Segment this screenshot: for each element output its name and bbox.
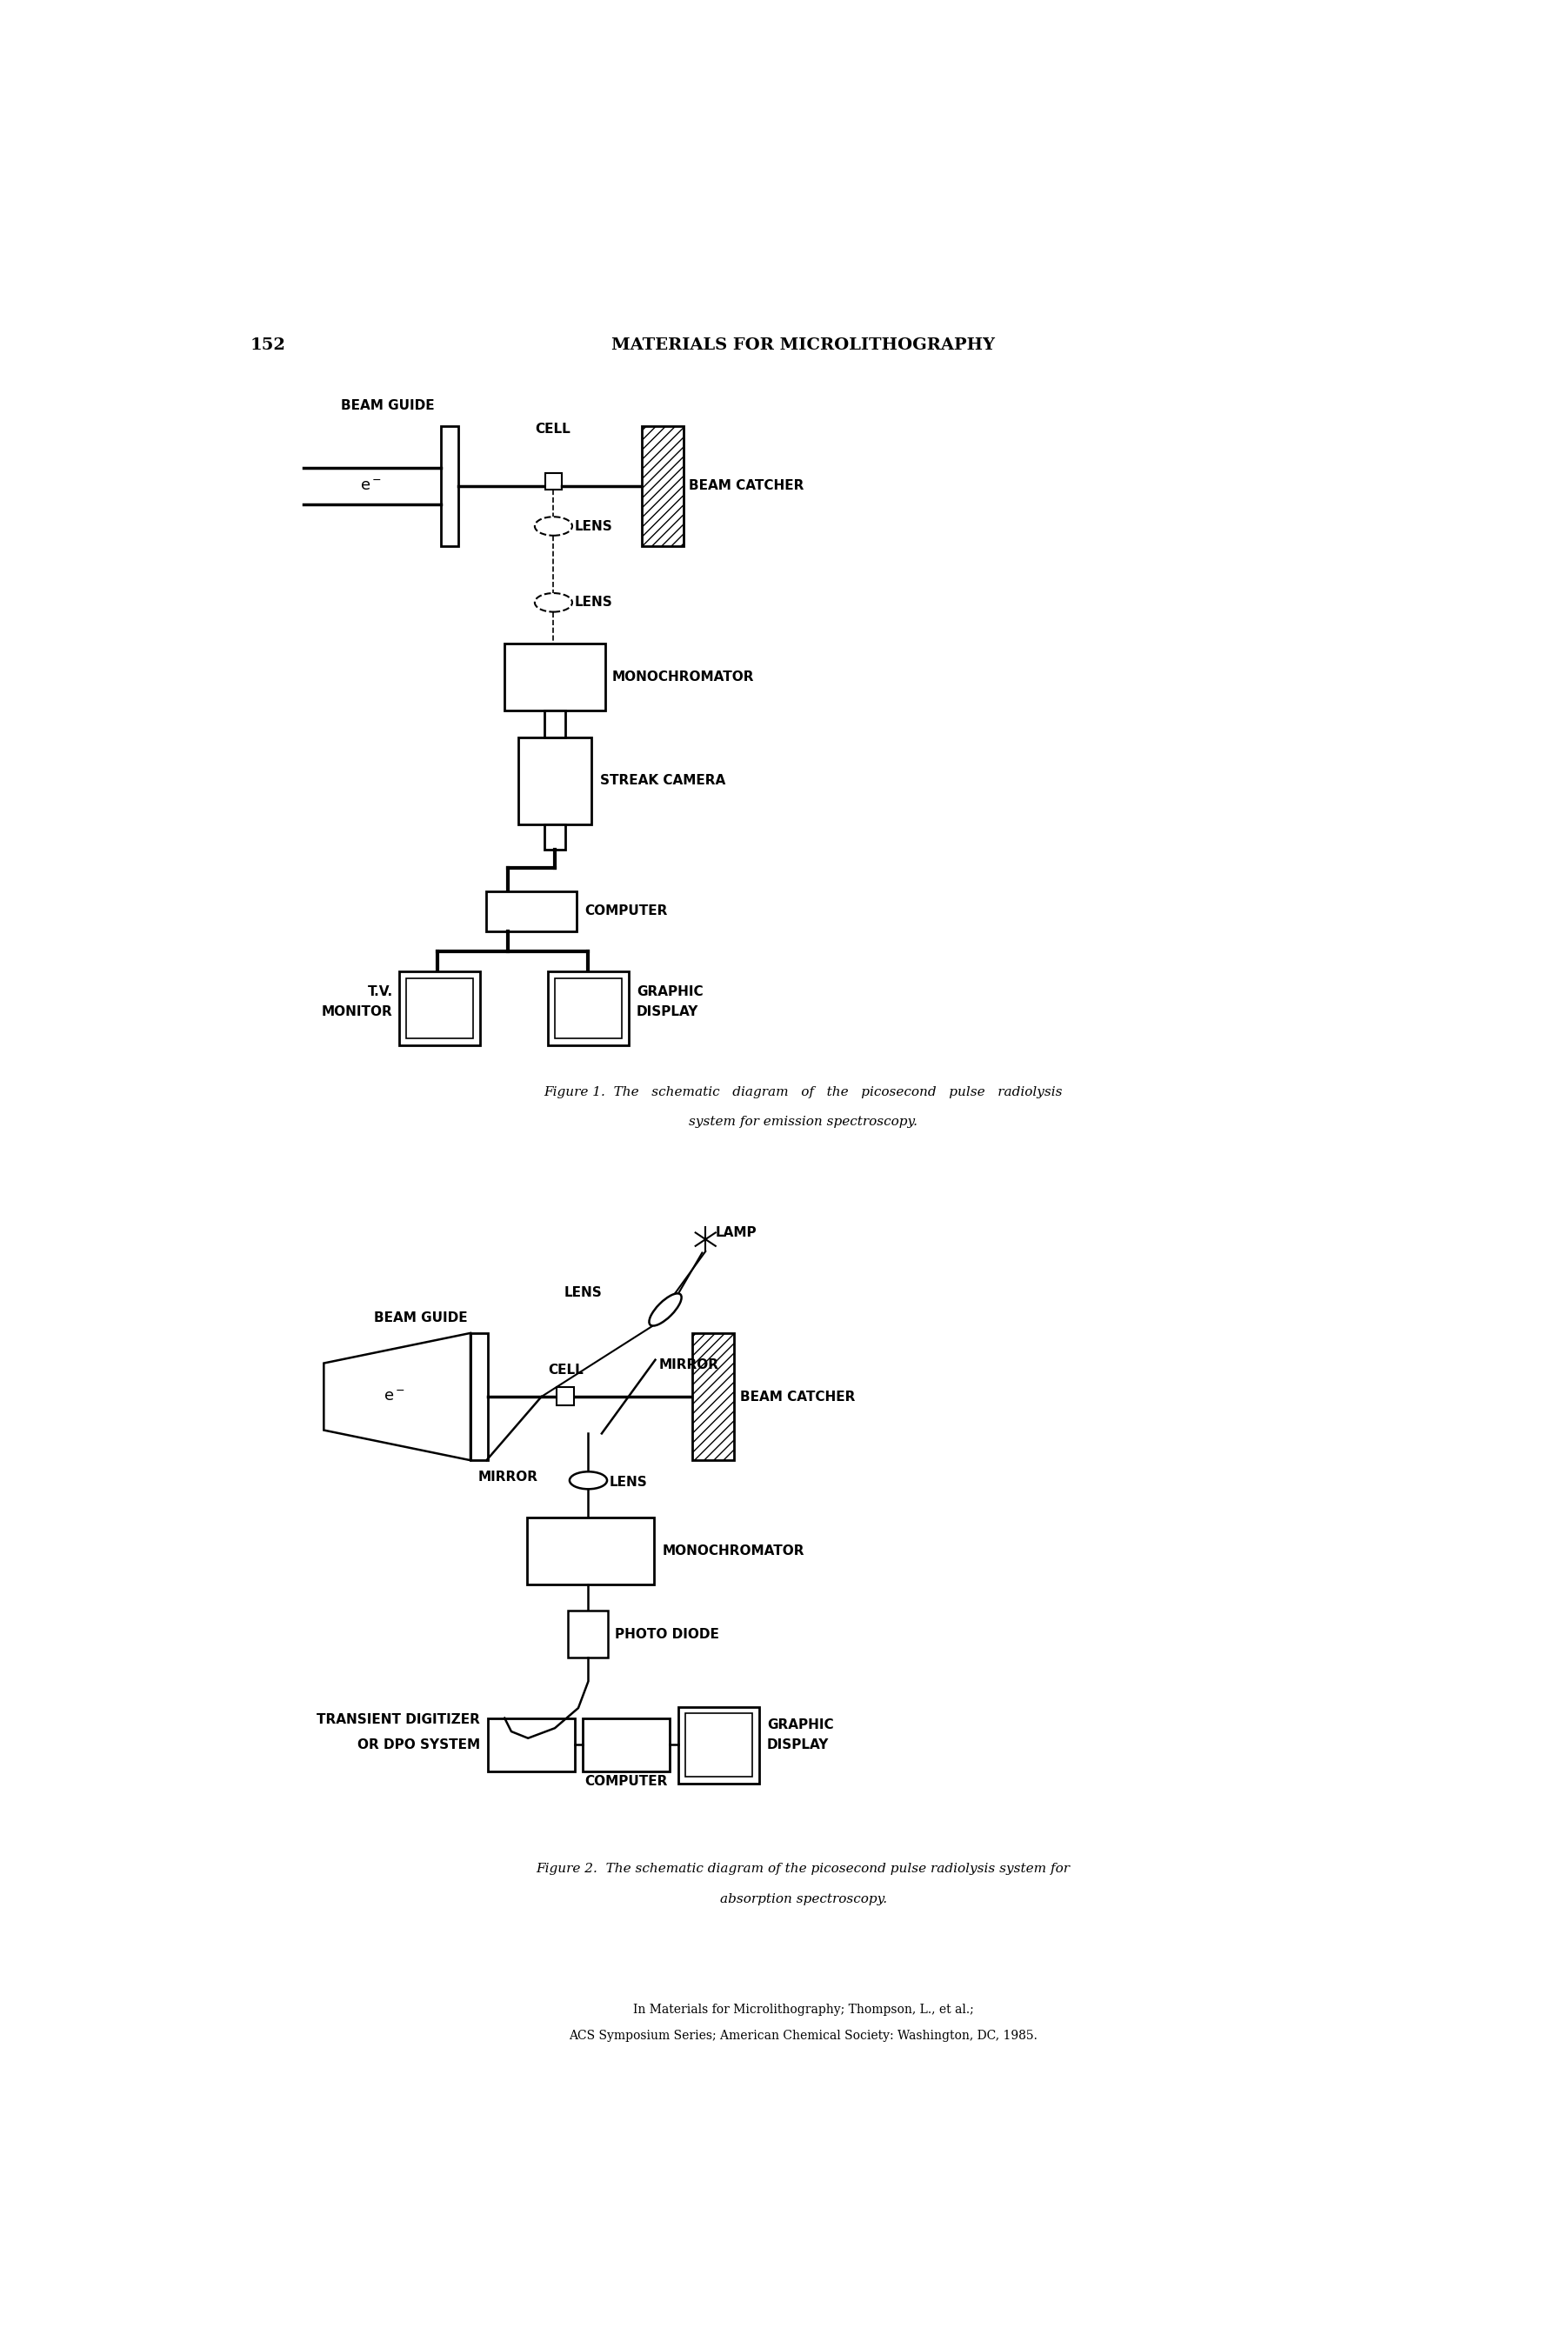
Bar	[519, 737, 591, 824]
Ellipse shape	[569, 1472, 607, 1489]
Text: In Materials for Microlithography; Thompson, L., et al.;: In Materials for Microlithography; Thomp…	[633, 2003, 974, 2015]
Text: BEAM CATCHER: BEAM CATCHER	[740, 1390, 855, 1404]
Text: COMPUTER: COMPUTER	[585, 1775, 668, 1789]
Text: LENS: LENS	[610, 1477, 648, 1489]
Bar	[400, 972, 480, 1045]
Polygon shape	[325, 1334, 470, 1460]
Bar	[549, 972, 629, 1045]
Bar	[544, 824, 566, 850]
Bar	[679, 1707, 759, 1784]
Ellipse shape	[535, 594, 572, 613]
Text: OR DPO SYSTEM: OR DPO SYSTEM	[358, 1738, 480, 1752]
Text: CELL: CELL	[549, 1364, 583, 1376]
Text: BEAM CATCHER: BEAM CATCHER	[688, 479, 804, 493]
Text: system for emission spectroscopy.: system for emission spectroscopy.	[688, 1115, 917, 1129]
Bar	[555, 979, 622, 1038]
Text: MONOCHROMATOR: MONOCHROMATOR	[612, 669, 754, 683]
Ellipse shape	[649, 1294, 682, 1327]
Text: e$^-$: e$^-$	[383, 1390, 405, 1404]
Text: STREAK CAMERA: STREAK CAMERA	[601, 775, 726, 787]
Text: GRAPHIC: GRAPHIC	[767, 1719, 834, 1730]
Text: BEAM GUIDE: BEAM GUIDE	[375, 1313, 467, 1324]
Bar	[685, 1714, 753, 1777]
Text: CELL: CELL	[535, 423, 571, 437]
Bar	[544, 711, 566, 737]
Text: DISPLAY: DISPLAY	[767, 1738, 829, 1752]
Bar	[583, 1719, 670, 1773]
Text: PHOTO DIODE: PHOTO DIODE	[615, 1627, 720, 1641]
Bar	[486, 892, 577, 932]
Text: MONITOR: MONITOR	[321, 1005, 392, 1019]
Text: DISPLAY: DISPLAY	[637, 1005, 699, 1019]
Text: Figure 1.  The   schematic   diagram   of   the   picosecond   pulse   radiolysi: Figure 1. The schematic diagram of the p…	[544, 1085, 1063, 1099]
Text: TRANSIENT DIGITIZER: TRANSIENT DIGITIZER	[317, 1714, 480, 1726]
Text: T.V.: T.V.	[367, 986, 392, 998]
Text: MATERIALS FOR MICROLITHOGRAPHY: MATERIALS FOR MICROLITHOGRAPHY	[612, 338, 996, 352]
Text: LENS: LENS	[563, 1287, 602, 1298]
Text: BEAM GUIDE: BEAM GUIDE	[340, 399, 434, 413]
Ellipse shape	[535, 517, 572, 535]
Text: LENS: LENS	[575, 519, 613, 533]
Text: absorption spectroscopy.: absorption spectroscopy.	[720, 1892, 887, 1904]
Bar	[641, 425, 684, 547]
Text: 152: 152	[251, 338, 285, 352]
Text: MIRROR: MIRROR	[478, 1470, 538, 1484]
Bar	[441, 425, 458, 547]
Bar	[406, 979, 474, 1038]
Bar	[557, 1388, 574, 1406]
Bar	[568, 1611, 608, 1658]
Bar	[527, 1517, 654, 1585]
Text: MONOCHROMATOR: MONOCHROMATOR	[662, 1545, 804, 1557]
Text: MIRROR: MIRROR	[659, 1359, 718, 1371]
Text: LENS: LENS	[575, 596, 613, 608]
Bar	[470, 1334, 488, 1460]
Bar	[691, 1334, 734, 1460]
Text: e$^-$: e$^-$	[359, 479, 381, 493]
Text: ACS Symposium Series; American Chemical Society: Washington, DC, 1985.: ACS Symposium Series; American Chemical …	[569, 2031, 1038, 2043]
Text: LAMP: LAMP	[715, 1226, 757, 1240]
Bar	[546, 474, 561, 488]
Text: Figure 2.  The schematic diagram of the picosecond pulse radiolysis system for: Figure 2. The schematic diagram of the p…	[536, 1862, 1071, 1874]
Text: GRAPHIC: GRAPHIC	[637, 986, 702, 998]
Text: COMPUTER: COMPUTER	[585, 904, 668, 918]
Bar	[488, 1719, 575, 1773]
Bar	[505, 643, 605, 711]
